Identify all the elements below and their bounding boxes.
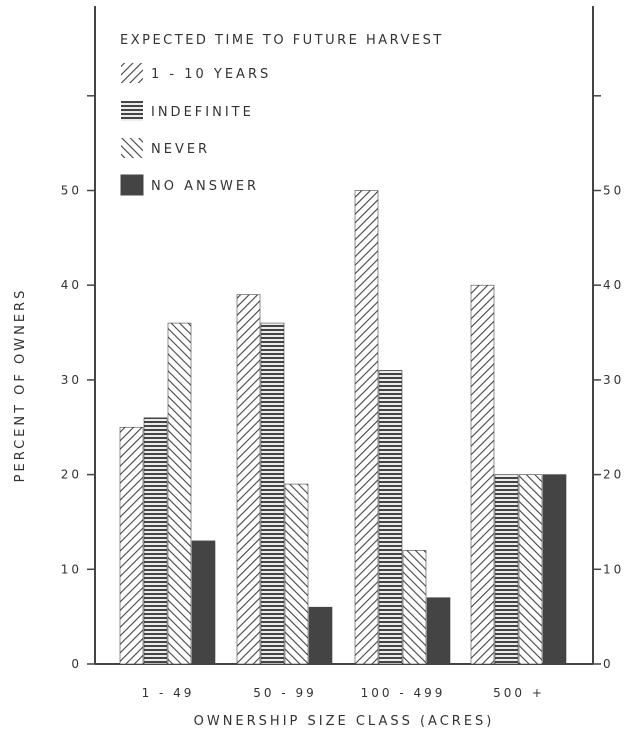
y-tick-label: 10 <box>61 562 82 576</box>
x-tick-label: 1 - 49 <box>142 686 195 700</box>
bar-diagonal-up-3 <box>470 284 495 665</box>
legend-title: EXPECTED TIME TO FUTURE HARVEST <box>120 33 444 48</box>
y-tick-label-right: 30 <box>603 373 624 387</box>
x-tick-label: 100 - 499 <box>361 686 446 700</box>
y-tick-label: 30 <box>61 373 82 387</box>
legend-swatch-horizontal <box>121 101 143 121</box>
bar-solid-2 <box>426 597 451 665</box>
bar-diagonal-down-2 <box>402 550 427 665</box>
y-tick-label-right: 0 <box>603 657 614 671</box>
legend: EXPECTED TIME TO FUTURE HARVEST 1 - 10 Y… <box>120 33 444 196</box>
legend-label: NEVER <box>151 142 210 157</box>
bar-diagonal-down-1 <box>284 483 309 665</box>
bar-solid-3 <box>542 474 567 665</box>
y-ticks-right: 0 10 20 30 40 50 <box>593 95 624 671</box>
bar-group <box>119 190 567 665</box>
bar-horizontal-2 <box>378 370 403 665</box>
y-axis-label: PERCENT OF OWNERS <box>13 288 28 483</box>
y-tick-label: 20 <box>61 468 82 482</box>
bar-horizontal-1 <box>260 322 285 665</box>
legend-label: INDEFINITE <box>151 105 254 120</box>
bar-solid-1 <box>308 606 333 665</box>
y-tick-label: 50 <box>61 184 82 198</box>
bar-solid-0 <box>191 540 216 665</box>
legend-label: 1 - 10 YEARS <box>151 67 271 82</box>
y-tick-label-right: 40 <box>603 278 624 292</box>
legend-items: 1 - 10 YEARS INDEFINITE NEVER NO ANSWER <box>120 63 271 196</box>
legend-swatch-diagonal-down <box>121 138 143 158</box>
x-axis-label: OWNERSHIP SIZE CLASS (ACRES) <box>194 714 495 729</box>
legend-swatch-diagonal-up <box>121 63 143 83</box>
bar-diagonal-up-0 <box>119 426 144 665</box>
y-tick-label: 40 <box>61 278 82 292</box>
y-ticks-left: 0 10 20 30 40 50 <box>61 95 95 671</box>
bar-diagonal-down-0 <box>167 322 192 665</box>
y-tick-label-right: 50 <box>603 184 624 198</box>
legend-label: NO ANSWER <box>151 179 259 194</box>
bar-horizontal-0 <box>143 417 168 665</box>
x-tick-label: 500 + <box>493 686 545 700</box>
bar-diagonal-down-3 <box>518 474 543 665</box>
y-tick-label-right: 10 <box>603 562 624 576</box>
legend-swatch-solid <box>120 174 144 196</box>
x-tick-labels: 1 - 49 50 - 99 100 - 499 500 + <box>142 686 545 700</box>
y-tick-label: 0 <box>71 657 82 671</box>
bar-diagonal-up-2 <box>354 190 379 665</box>
bar-diagonal-up-1 <box>236 294 261 665</box>
y-tick-label-right: 20 <box>603 468 624 482</box>
x-tick-label: 50 - 99 <box>253 686 317 700</box>
bar-horizontal-3 <box>494 474 519 665</box>
